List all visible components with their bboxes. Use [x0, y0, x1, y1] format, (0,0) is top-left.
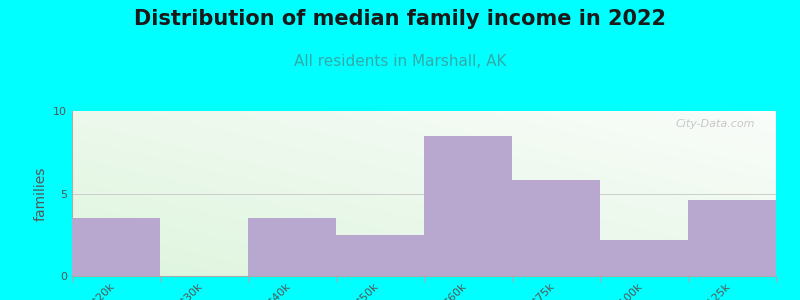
Y-axis label: families: families [34, 166, 47, 221]
Bar [600, 240, 688, 276]
Bar [248, 218, 336, 276]
Bar [424, 136, 512, 276]
Text: Distribution of median family income in 2022: Distribution of median family income in … [134, 9, 666, 29]
Bar [72, 218, 160, 276]
Bar [688, 200, 776, 276]
Text: All residents in Marshall, AK: All residents in Marshall, AK [294, 54, 506, 69]
Bar [336, 235, 424, 276]
Bar [512, 180, 600, 276]
Text: City-Data.com: City-Data.com [675, 119, 755, 129]
